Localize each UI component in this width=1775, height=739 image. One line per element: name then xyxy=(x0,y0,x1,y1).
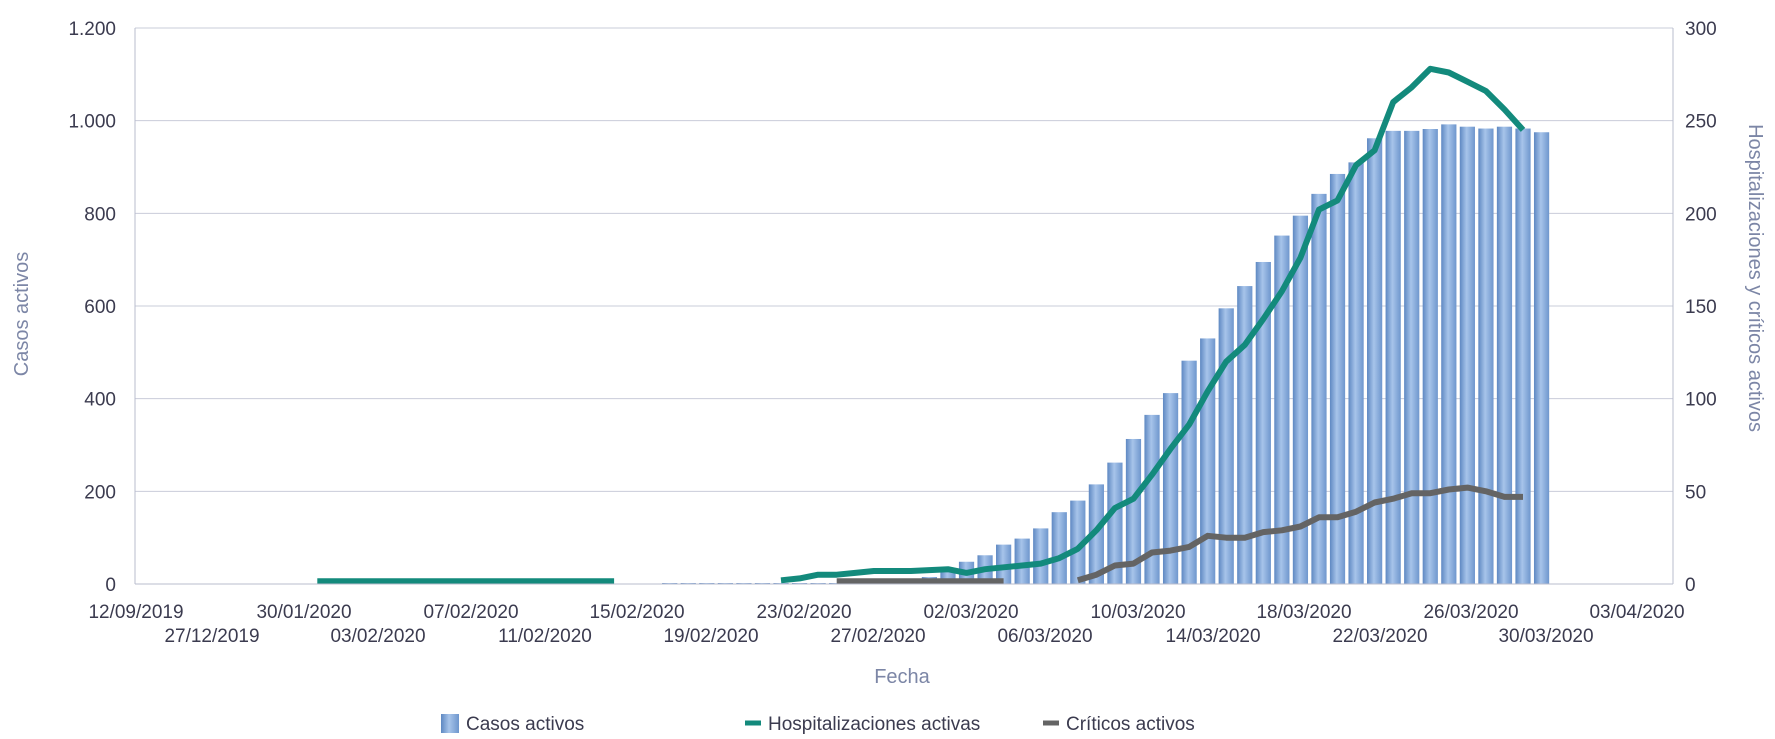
x-tick-label: 19/02/2020 xyxy=(663,626,758,647)
bar xyxy=(1051,512,1067,584)
legend-label-criticos: Críticos activos xyxy=(1066,714,1195,735)
bar xyxy=(1200,338,1216,584)
bar xyxy=(1441,124,1457,584)
x-tick-label: 12/09/2019 xyxy=(88,602,183,623)
bar xyxy=(1255,261,1271,584)
bar xyxy=(1533,132,1550,584)
bar xyxy=(1348,162,1364,584)
bar xyxy=(1125,438,1142,584)
line-hospitalizaciones xyxy=(780,65,1526,584)
legend-item-criticos: Críticos activos xyxy=(1043,714,1195,735)
y-tick-label-left: 600 xyxy=(84,297,116,318)
y-tick-label-right: 250 xyxy=(1685,112,1717,133)
x-tick-label: 23/02/2020 xyxy=(756,602,851,623)
x-tick-label: 15/02/2020 xyxy=(589,602,684,623)
y-tick-label-right: 100 xyxy=(1685,390,1717,411)
bar xyxy=(1162,393,1179,584)
bar xyxy=(1218,308,1234,584)
bar xyxy=(1385,130,1401,585)
bar xyxy=(1014,538,1030,584)
x-tick-label: 27/02/2020 xyxy=(830,626,925,647)
y-tick-label-left: 0 xyxy=(105,575,116,596)
y-axis-left-title: Casos activos xyxy=(11,252,33,377)
x-axis-title: Fecha xyxy=(874,666,930,688)
bar xyxy=(1237,286,1253,584)
bar xyxy=(1311,193,1327,584)
x-tick-label: 02/03/2020 xyxy=(923,602,1018,623)
y-tick-label-right: 300 xyxy=(1685,19,1717,40)
x-tick-label: 18/03/2020 xyxy=(1256,602,1351,623)
x-tick-label: 03/04/2020 xyxy=(1589,602,1684,623)
x-tick-label: 30/03/2020 xyxy=(1498,626,1593,647)
y-tick-label-left: 400 xyxy=(84,390,116,411)
bar xyxy=(1329,173,1346,584)
legend-swatch-bar xyxy=(441,714,459,733)
bar xyxy=(1292,215,1309,584)
x-tick-label: 26/03/2020 xyxy=(1423,602,1518,623)
bar xyxy=(1367,138,1383,585)
y-tick-label-right: 50 xyxy=(1685,482,1706,503)
y-tick-label-left: 800 xyxy=(84,204,116,225)
axes: 0 0 200 50 400 100 600 150 800 200 1.000 250 1.200 30… xyxy=(68,19,1716,647)
bar xyxy=(1107,462,1123,584)
bar xyxy=(1515,128,1531,584)
x-tick-label: 10/03/2020 xyxy=(1090,602,1185,623)
x-tick-label: 14/03/2020 xyxy=(1165,626,1260,647)
legend-label-casos-activos: Casos activos xyxy=(466,714,584,735)
bars-casos-activos xyxy=(662,124,1550,585)
legend-item-casos-activos: Casos activos xyxy=(441,714,584,735)
y-tick-label-right: 0 xyxy=(1685,575,1696,596)
x-tick-label: 22/03/2020 xyxy=(1332,626,1427,647)
y-axis-right-title: Hospitalizaciones y críticos activos xyxy=(1744,124,1766,432)
x-tick-label: 06/03/2020 xyxy=(997,626,1092,647)
legend: Casos activos Hospitalizaciones activas … xyxy=(441,714,1195,735)
x-tick-label: 07/02/2020 xyxy=(423,602,518,623)
x-tick-label: 11/02/2020 xyxy=(498,626,592,647)
legend-item-hospitalizaciones: Hospitalizaciones activas xyxy=(745,714,980,735)
y-tick-label-left: 1.000 xyxy=(68,112,116,133)
legend-label-hospitalizaciones: Hospitalizaciones activas xyxy=(768,714,980,735)
bar xyxy=(1274,235,1290,584)
bar xyxy=(1033,528,1049,584)
bar xyxy=(1070,500,1086,584)
y-tick-label-left: 1.200 xyxy=(68,19,116,40)
x-tick-label: 27/12/2019 xyxy=(164,626,259,647)
bar xyxy=(1144,414,1160,584)
bar xyxy=(1459,126,1475,584)
bar xyxy=(1478,128,1494,584)
series-lines xyxy=(317,65,1526,585)
bar xyxy=(1496,126,1513,584)
x-tick-label: 30/01/2020 xyxy=(256,602,351,623)
y-tick-label-right: 150 xyxy=(1685,297,1717,318)
x-tick-label: 03/02/2020 xyxy=(330,626,425,647)
y-tick-label-left: 200 xyxy=(84,482,116,503)
line-criticos xyxy=(1076,484,1523,584)
bar xyxy=(1404,130,1420,585)
y-tick-label-right: 200 xyxy=(1685,204,1717,225)
bar xyxy=(1422,129,1438,585)
